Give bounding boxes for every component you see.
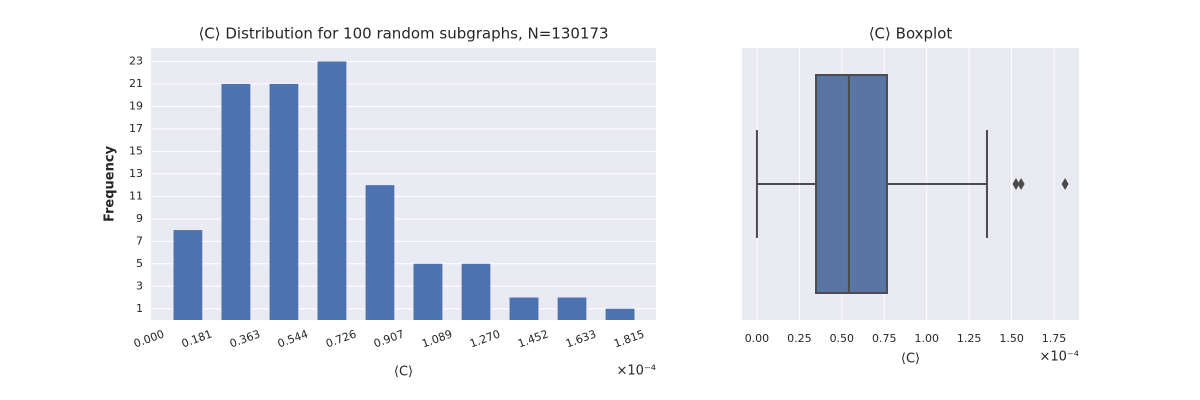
bar: [173, 230, 203, 320]
y-tick-label: 13: [129, 167, 143, 180]
bar: [461, 263, 491, 320]
bar: [317, 61, 347, 320]
y-axis-label: Frequency: [103, 145, 118, 222]
y-tick-label: 11: [129, 189, 143, 202]
x-axis-label: ⟨C⟩: [901, 352, 920, 367]
x-tick-label: 1.00: [914, 332, 939, 345]
x-tick-label: 0.75: [872, 332, 897, 345]
y-tick-label: 3: [136, 279, 143, 292]
bar: [221, 83, 251, 320]
y-tick-label: 9: [136, 212, 143, 225]
bar: [605, 308, 635, 320]
x-tick-label: 1.633: [564, 327, 598, 350]
x-tick-label: 1.270: [468, 327, 502, 350]
y-tick-label: 19: [129, 99, 143, 112]
bar: [509, 297, 539, 320]
x-tick-label: 1.50: [999, 332, 1024, 345]
bar: [269, 83, 299, 320]
box: [815, 74, 888, 294]
x-axis-label: ⟨C⟩: [394, 365, 413, 380]
y-tick-label: 23: [129, 54, 143, 67]
x-tick-label: 0.50: [830, 332, 855, 345]
x-tick-label: 0.726: [324, 327, 358, 350]
y-tick-label: 21: [129, 77, 143, 90]
y-tick-label: 7: [136, 234, 143, 247]
chart-title: ⟨C⟩ Distribution for 100 random subgraph…: [198, 25, 608, 43]
flier: [1061, 178, 1069, 190]
flier: [1017, 178, 1025, 190]
y-tick-label: 15: [129, 144, 143, 157]
x-tick-label: 1.25: [957, 332, 982, 345]
chart-title: ⟨C⟩ Boxplot: [869, 25, 953, 43]
x-tick-label: 1.452: [516, 327, 550, 350]
x-tick-label: 1.75: [1042, 332, 1067, 345]
x-tick-label: 0.907: [372, 327, 406, 350]
x-offset-text: ×10⁻⁴: [1039, 350, 1079, 365]
x-tick-label: 0.000: [132, 327, 166, 350]
y-tick-label: 1: [136, 302, 143, 315]
x-tick-label: 0.544: [276, 327, 310, 350]
x-tick-label: 1.815: [612, 327, 646, 350]
x-tick-label: 0.181: [180, 327, 214, 350]
x-tick-label: 1.089: [420, 327, 454, 350]
chart: 0.00 0.25 0.50 0.75 1.00 1.25 1.50 1.75 ⟨C⟩ Boxp…: [742, 25, 1079, 367]
x-tick-label: 0.363: [228, 327, 262, 350]
bar: [365, 185, 395, 320]
x-tick-label: 0.25: [787, 332, 812, 345]
x-tick-label: 0.00: [745, 332, 770, 345]
y-tick-label: 17: [129, 122, 143, 135]
bar: [557, 297, 587, 320]
x-offset-text: ×10⁻⁴: [616, 364, 656, 379]
bar: [413, 263, 443, 320]
y-tick-label: 5: [136, 257, 143, 270]
flier: [1012, 178, 1020, 190]
